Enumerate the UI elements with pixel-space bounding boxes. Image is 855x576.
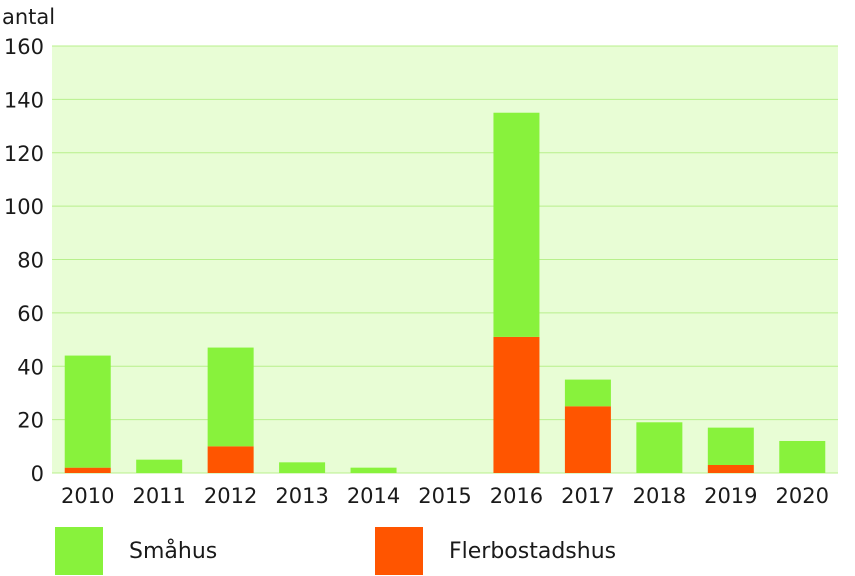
y-tick-label: 20: [17, 409, 44, 433]
bar-flerbostadshus-2012: [207, 446, 254, 473]
y-tick-label: 80: [17, 249, 44, 273]
bar-smhus-2010: [64, 355, 111, 468]
x-tick-label: 2010: [61, 484, 114, 508]
x-tick-label: 2013: [275, 484, 328, 508]
bar-flerbostadshus-2017: [564, 406, 611, 473]
y-tick-label: 60: [17, 302, 44, 326]
gridlines: [52, 45, 838, 474]
bars: [64, 112, 826, 473]
legend-swatch-smahus: [55, 527, 103, 575]
legend-swatch-flerbostadshus: [375, 527, 423, 575]
legend-label-flerbostadshus: Flerbostadshus: [449, 538, 617, 564]
bar-flerbostadshus-2016: [493, 336, 540, 473]
y-tick-label: 0: [31, 462, 44, 486]
bar-smhus-2011: [136, 459, 183, 473]
x-tick-label: 2011: [132, 484, 185, 508]
x-tick-label: 2015: [418, 484, 471, 508]
x-tick-label: 2012: [204, 484, 257, 508]
x-axis-ticks: 2010 2011 2012 2013 2014 2015 2016 2017 2018 2019…: [61, 484, 829, 508]
x-tick-label: 2018: [633, 484, 686, 508]
bar-smhus-2016: [493, 112, 540, 337]
x-tick-label: 2019: [704, 484, 757, 508]
bar-smhus-2012: [207, 347, 254, 447]
bar-flerbostadshus-2019: [707, 464, 754, 473]
x-tick-label: 2016: [490, 484, 543, 508]
bar-smhus-2019: [707, 427, 754, 465]
bar-flerbostadshus-2010: [64, 467, 111, 473]
x-tick-label: 2017: [561, 484, 614, 508]
bar-smhus-2018: [636, 422, 683, 473]
x-tick-label: 2020: [776, 484, 829, 508]
bar-smhus-2017: [564, 379, 611, 407]
bar-smhus-2014: [350, 467, 397, 473]
y-tick-label: 40: [17, 355, 44, 379]
y-axis-ticks: 0 20 40 60 80 100 120 140 160: [4, 35, 44, 486]
y-tick-label: 120: [4, 142, 44, 166]
y-tick-label: 160: [4, 35, 44, 59]
y-tick-label: 140: [4, 88, 44, 112]
y-axis-label: antal: [2, 5, 55, 29]
legend-item-smahus: Småhus: [55, 527, 217, 575]
bar-smhus-2013: [279, 462, 326, 473]
legend-label-smahus: Småhus: [129, 538, 218, 564]
x-tick-label: 2014: [347, 484, 400, 508]
y-tick-label: 100: [4, 195, 44, 219]
bar-smhus-2020: [779, 440, 826, 473]
legend-item-flerbostadshus: Flerbostadshus: [375, 527, 616, 575]
